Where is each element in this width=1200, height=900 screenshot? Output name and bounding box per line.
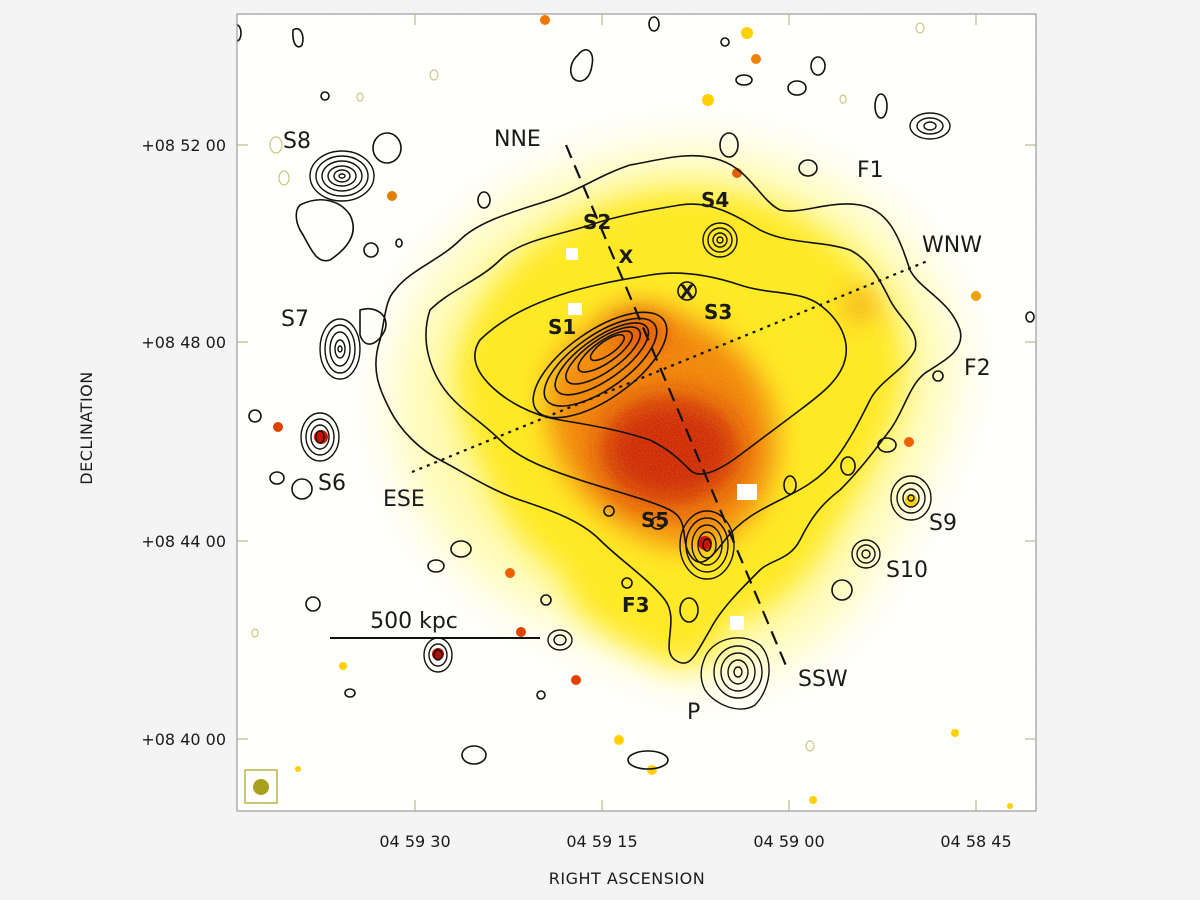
source-south-west-contours <box>423 629 573 673</box>
source-north-east-contours <box>909 112 951 140</box>
label-nne: NNE <box>494 127 541 152</box>
s6-contours <box>300 412 340 462</box>
label-s2: S2 <box>583 210 611 234</box>
y-tick-labels: +08 52 00 +08 48 00 +08 44 00 +08 40 00 <box>141 136 226 749</box>
s9-contours <box>890 475 932 521</box>
x-axis-title: RIGHT ASCENSION <box>549 869 705 888</box>
p-contours <box>700 637 770 710</box>
label-f2: F2 <box>964 356 991 381</box>
scale-bar: 500 kpc <box>330 609 540 639</box>
x-tick-label: 04 58 45 <box>940 832 1011 851</box>
label-s1: S1 <box>548 315 576 339</box>
x-tick-label: 04 59 30 <box>379 832 450 851</box>
label-s9: S9 <box>929 511 957 536</box>
label-f3: F3 <box>622 593 650 617</box>
plot-frame <box>236 13 1037 812</box>
direction-labels: NNE SSW WNW ESE <box>383 127 982 692</box>
x-markers: X X <box>619 246 697 303</box>
label-ese: ESE <box>383 487 425 512</box>
masked-regions <box>566 248 757 630</box>
source-labels: S8 S7 S6 S1 S2 S3 S4 S5 S9 S10 F1 F2 F3 … <box>281 129 991 725</box>
label-f1: F1 <box>857 158 884 183</box>
ese-wnw-dotted-line <box>411 258 931 474</box>
direction-lines <box>411 144 931 669</box>
s7-contours <box>319 308 387 380</box>
x-marker: X <box>680 281 695 303</box>
scale-bar-label: 500 kpc <box>370 609 458 634</box>
xray-point-sources <box>273 15 1013 809</box>
y-axis-title: DECLINATION <box>77 371 96 484</box>
label-s8: S8 <box>283 129 311 154</box>
y-tick-label: +08 48 00 <box>141 333 226 352</box>
xray-emission <box>237 14 1036 811</box>
x-tick-label: 04 59 15 <box>566 832 637 851</box>
label-ssw: SSW <box>798 667 848 692</box>
label-s6: S6 <box>318 471 346 496</box>
x-tick-labels: 04 59 30 04 59 15 04 59 00 04 58 45 <box>379 832 1011 851</box>
label-p: P <box>687 700 700 725</box>
nne-ssw-dashed-line <box>564 144 789 669</box>
y-tick-label: +08 52 00 <box>141 136 226 155</box>
label-s10: S10 <box>886 558 928 583</box>
s4-contours <box>702 222 738 258</box>
y-tick-label: +08 40 00 <box>141 730 226 749</box>
x-marker: X <box>619 246 634 268</box>
radio-contours <box>237 16 1035 770</box>
label-s4: S4 <box>701 188 729 212</box>
s5-contours <box>679 510 735 580</box>
s1-contours <box>532 311 668 419</box>
x-tick-label: 04 59 00 <box>753 832 824 851</box>
s10-contours <box>851 539 881 569</box>
label-s7: S7 <box>281 307 309 332</box>
y-tick-label: +08 44 00 <box>141 532 226 551</box>
beam-marker <box>244 769 278 804</box>
s8-contours <box>295 132 402 262</box>
label-wnw: WNW <box>922 233 982 258</box>
label-s3: S3 <box>704 300 732 324</box>
tick-marks <box>237 14 1036 811</box>
label-s5: S5 <box>641 508 669 532</box>
